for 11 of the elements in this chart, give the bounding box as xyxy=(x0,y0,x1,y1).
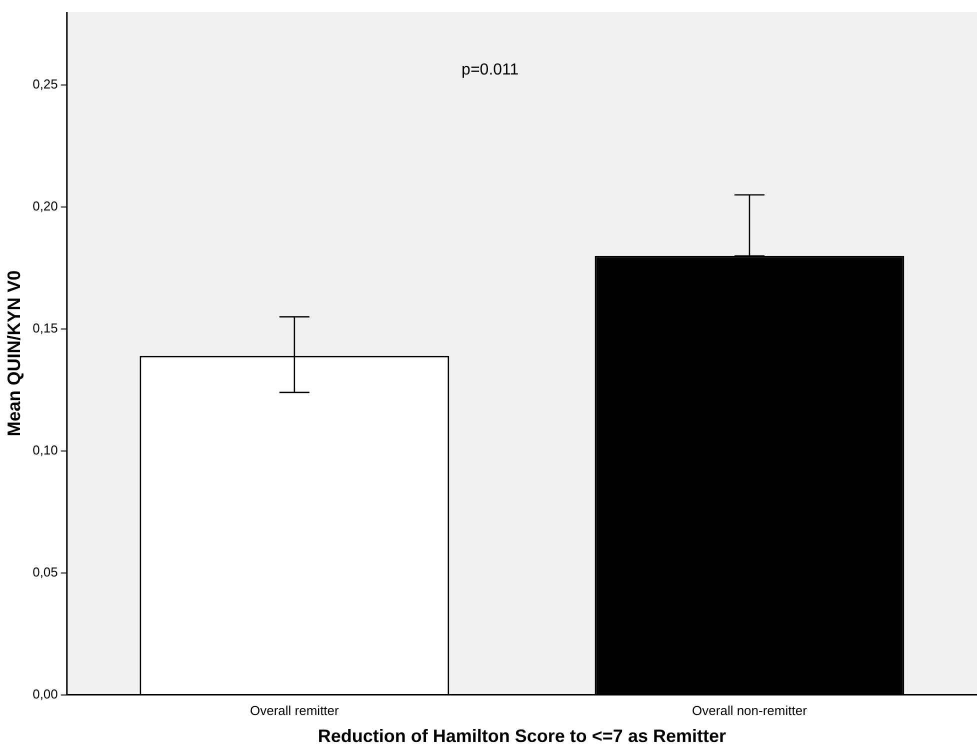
y-tick-label: 0,10 xyxy=(32,442,58,458)
y-tick-label: 0,25 xyxy=(32,76,58,92)
x-tick-label: Overall remitter xyxy=(250,703,340,718)
y-tick-label: 0,15 xyxy=(32,320,58,336)
y-axis-title: Mean QUIN/KYN V0 xyxy=(4,270,24,436)
y-tick-label: 0,20 xyxy=(32,198,58,214)
y-tick-label: 0,05 xyxy=(32,564,58,580)
y-tick-label: 0,00 xyxy=(32,686,58,702)
annotation: p=0.011 xyxy=(462,61,519,78)
x-axis-title: Reduction of Hamilton Score to <=7 as Remitter xyxy=(318,726,726,746)
x-tick-label: Overall non-remitter xyxy=(692,703,808,718)
